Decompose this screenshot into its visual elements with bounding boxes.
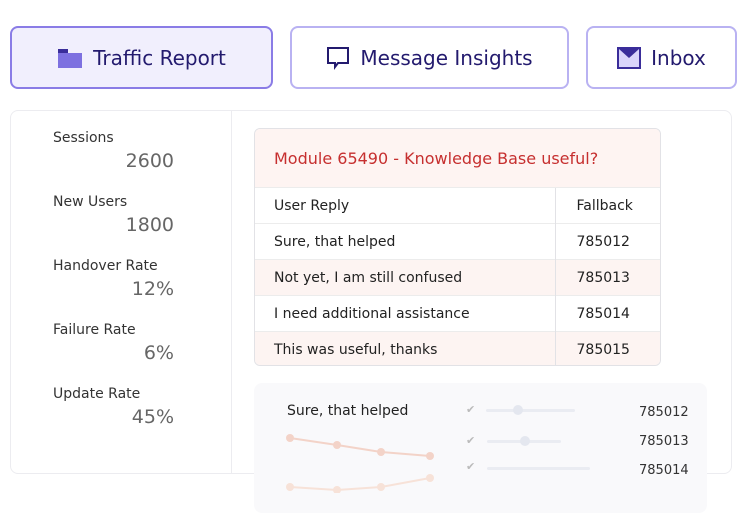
column-header: Fallback <box>554 187 660 224</box>
fallback-id: 785014 <box>639 463 689 478</box>
folder-icon <box>58 48 83 68</box>
cell: 785014 <box>554 295 660 332</box>
table-row[interactable]: Sure, that helped 785012 <box>255 223 660 260</box>
reply-table: User Reply Fallback Sure, that helped 7850… <box>255 187 660 365</box>
metric-new-users: New Users 1800 <box>53 194 174 236</box>
slider[interactable] <box>487 436 561 446</box>
tab-label: Message Insights <box>360 45 533 70</box>
cell: I need additional assistance <box>255 295 555 332</box>
check-icon: ✔ <box>466 460 476 473</box>
cell: 785013 <box>554 259 660 296</box>
metric-value: 2600 <box>125 150 174 172</box>
fallback-id: 785012 <box>639 405 689 420</box>
card-title: Module 65490 - Knowledge Base useful? <box>255 129 660 187</box>
cell: 785015 <box>554 331 660 365</box>
sparkline <box>286 434 434 493</box>
metric-value: 6% <box>143 342 174 364</box>
tab-label: Inbox <box>651 45 706 70</box>
module-card: Module 65490 - Knowledge Base useful? Us… <box>254 128 661 366</box>
cell: Not yet, I am still confused <box>255 259 555 296</box>
metric-update-rate: Update Rate 45% <box>53 386 174 428</box>
lower-title: Sure, that helped <box>287 403 409 419</box>
cell: 785012 <box>554 223 660 260</box>
tab-inbox[interactable]: Inbox <box>586 26 737 89</box>
metric-label: Sessions <box>53 130 114 146</box>
column-divider <box>231 110 232 474</box>
metric-label: Update Rate <box>53 386 141 402</box>
metric-value: 45% <box>131 406 174 428</box>
metric-label: Failure Rate <box>53 322 136 338</box>
tab-label: Traffic Report <box>93 45 226 70</box>
table-row[interactable]: Not yet, I am still confused 785013 <box>255 259 660 296</box>
metric-label: Handover Rate <box>53 258 158 274</box>
check-icon: ✔ <box>466 403 476 416</box>
check-icon: ✔ <box>466 434 476 447</box>
metric-value: 12% <box>131 278 174 300</box>
cell: Sure, that helped <box>255 223 555 260</box>
column-header: User Reply <box>255 187 555 224</box>
chat-icon <box>327 46 350 70</box>
metric-label: New Users <box>53 194 128 210</box>
metric-sessions: Sessions 2600 <box>53 130 174 172</box>
slider[interactable] <box>486 405 575 415</box>
mail-icon <box>617 46 642 69</box>
table-header: User Reply Fallback <box>255 187 660 224</box>
metric-failure-rate: Failure Rate 6% <box>53 322 174 364</box>
table-row[interactable]: This was useful, thanks 785015 <box>255 331 660 365</box>
lower-card: Sure, that helped ✔ ✔ ✔ 785012 785013 78… <box>254 383 707 513</box>
metric-handover-rate: Handover Rate 12% <box>53 258 174 300</box>
fallback-id: 785013 <box>639 434 689 449</box>
slider[interactable] <box>487 467 590 470</box>
tab-message-insights[interactable]: Message Insights <box>290 26 569 89</box>
tab-traffic-report[interactable]: Traffic Report <box>10 26 273 89</box>
metric-value: 1800 <box>125 214 174 236</box>
table-row[interactable]: I need additional assistance 785014 <box>255 295 660 332</box>
cell: This was useful, thanks <box>255 331 555 365</box>
